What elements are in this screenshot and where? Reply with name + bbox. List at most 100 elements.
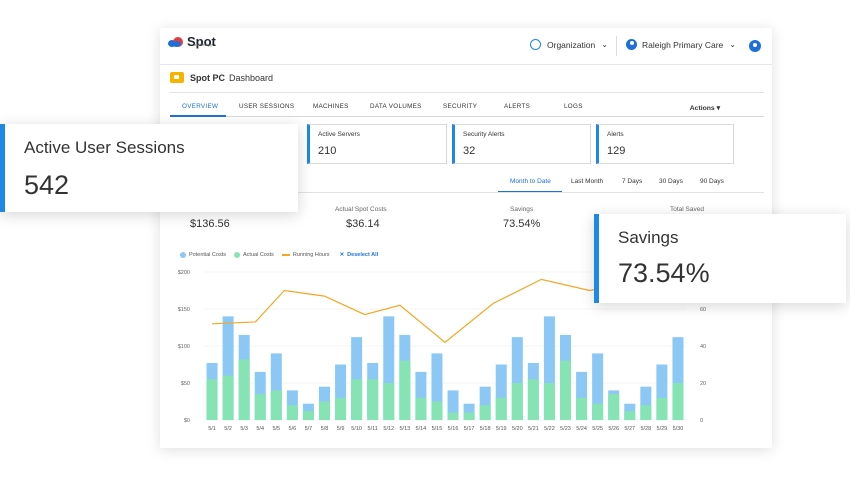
tab-overview[interactable]: OVERVIEW: [182, 103, 219, 110]
legend-potential[interactable]: Potential Costs: [189, 252, 226, 258]
spot-pc-icon: [170, 72, 184, 83]
stat-label: Actual Spot Costs: [335, 206, 387, 213]
range-7-days[interactable]: 7 Days: [622, 178, 643, 185]
x-tick-label: 5/15: [432, 426, 443, 432]
bar-actual-costs: [431, 401, 443, 420]
x-tick-label: 5/25: [592, 426, 603, 432]
y-tick-label: $0: [184, 418, 190, 424]
bar-actual-costs: [511, 383, 523, 420]
organization-dropdown[interactable]: Organization ⌄: [530, 39, 608, 50]
tab-data-volumes[interactable]: DATA VOLUMES: [370, 103, 422, 110]
y2-tick-label: 0: [700, 418, 703, 424]
savings-value: 73.54%: [503, 218, 541, 230]
tab-alerts[interactable]: ALERTS: [504, 103, 531, 110]
section-name: Dashboard: [229, 72, 274, 83]
bar-actual-costs: [399, 360, 411, 420]
x-tick-label: 5/21: [528, 426, 539, 432]
bar-potential-costs: [222, 316, 234, 420]
running-hours-swatch: [281, 254, 290, 256]
bar-potential-costs: [415, 371, 427, 420]
x-tick-label: 5/10: [351, 426, 362, 432]
legend-actual[interactable]: Actual Costs: [243, 252, 274, 258]
bar-actual-costs: [463, 412, 475, 420]
bar-actual-costs: [560, 360, 571, 420]
potential-costs-swatch: [180, 252, 186, 258]
x-tick-label: 5/22: [544, 426, 555, 432]
card-value: 210: [318, 145, 337, 157]
y-tick-label: $150: [178, 307, 190, 313]
alerts-card[interactable]: Alerts 129: [596, 124, 734, 164]
bar-actual-costs: [270, 390, 282, 420]
x-tick-label: 5/13: [399, 426, 410, 432]
bar-potential-costs: [431, 353, 443, 420]
bar-actual-costs: [351, 379, 363, 420]
security-alerts-card[interactable]: Security Alerts 32: [452, 124, 591, 164]
range-last-month[interactable]: Last Month: [571, 178, 604, 185]
active-tab-indicator: [170, 115, 226, 117]
popup-value: 542: [24, 170, 70, 200]
card-label: Active Servers: [318, 131, 360, 138]
bar-actual-costs: [367, 379, 379, 420]
actual-spot-costs-value: $36.14: [346, 218, 380, 230]
legend-hours[interactable]: Running Hours: [292, 252, 330, 258]
chart-legend: Potential Costs Actual Costs Running Hou…: [180, 252, 378, 258]
x-tick-label: 5/8: [321, 426, 329, 432]
active-user-sessions-popup: Active User Sessions 542: [0, 124, 298, 212]
account-label: Raleigh Primary Care: [642, 39, 724, 50]
bar-potential-costs: [576, 371, 588, 420]
card-label: Alerts: [607, 131, 624, 138]
y-tick-label: $100: [178, 344, 190, 350]
active-servers-card[interactable]: Active Servers 210: [307, 124, 447, 164]
bar-actual-costs: [302, 411, 314, 420]
topbar-divider: [616, 36, 617, 56]
stat-label: Savings: [510, 206, 534, 213]
bar-actual-costs: [576, 397, 588, 420]
tab-machines[interactable]: MACHINES: [313, 103, 349, 110]
account-dropdown[interactable]: Raleigh Primary Care ⌄: [626, 39, 736, 50]
y2-tick-label: 60: [700, 307, 706, 313]
tab-security[interactable]: SECURITY: [443, 103, 478, 110]
bar-potential-costs: [383, 316, 395, 420]
bar-actual-costs: [543, 383, 555, 420]
tab-logs[interactable]: LOGS: [564, 103, 583, 110]
x-tick-label: 5/29: [657, 426, 668, 432]
actions-dropdown[interactable]: Actions ▾: [690, 104, 720, 112]
range-divider: [170, 192, 764, 193]
logo-text: Spot: [187, 34, 216, 49]
x-tick-label: 5/30: [673, 426, 684, 432]
range-30-days[interactable]: 30 Days: [659, 178, 683, 185]
bar-actual-costs: [206, 379, 218, 420]
bar-potential-costs: [656, 364, 668, 420]
deselect-all-button[interactable]: Deselect All: [347, 252, 379, 258]
x-tick-label: 5/28: [640, 426, 651, 432]
bar-actual-costs: [222, 375, 234, 420]
bar-actual-costs: [656, 397, 668, 420]
range-month-to-date[interactable]: Month to Date: [510, 178, 551, 185]
bar-actual-costs: [672, 383, 684, 420]
bar-actual-costs: [479, 405, 491, 420]
tab-user-sessions[interactable]: USER SESSIONS: [239, 103, 295, 110]
range-90-days[interactable]: 90 Days: [700, 178, 724, 185]
x-tick-label: 5/17: [464, 426, 475, 432]
x-tick-label: 5/24: [576, 426, 587, 432]
bar-actual-costs: [286, 405, 298, 420]
y-tick-label: $200: [178, 270, 190, 276]
bar-potential-costs: [335, 364, 347, 420]
actions-label: Actions: [689, 105, 715, 112]
organization-label: Organization: [547, 39, 596, 50]
bar-actual-costs: [495, 397, 507, 420]
profile-avatar-icon[interactable]: [749, 40, 761, 52]
bar-actual-costs: [624, 411, 636, 420]
x-tick-label: 5/7: [305, 426, 313, 432]
spot-logo[interactable]: Spot: [168, 34, 216, 49]
x-tick-label: 5/4: [256, 426, 264, 432]
y-tick-label: $50: [181, 381, 190, 387]
bar-actual-costs: [319, 401, 330, 420]
bar-potential-costs: [463, 403, 475, 420]
tab-bar: OVERVIEW USER SESSIONS MACHINES DATA VOL…: [170, 98, 764, 117]
bar-actual-costs: [592, 403, 604, 420]
bar-potential-costs: [351, 337, 363, 420]
bar-actual-costs: [415, 397, 427, 420]
chevron-down-icon: ⌄: [601, 40, 608, 49]
bar-potential-costs: [479, 386, 491, 420]
